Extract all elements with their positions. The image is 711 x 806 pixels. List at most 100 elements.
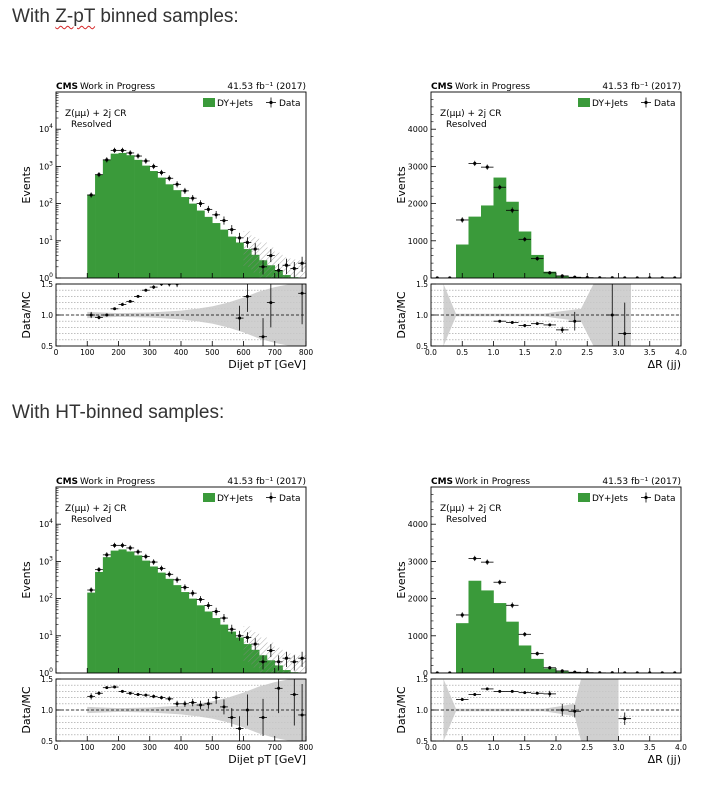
data-point xyxy=(518,237,531,242)
main-panel-plot-area xyxy=(431,555,681,673)
ratio-y-tick-label: 1.0 xyxy=(416,311,428,320)
x-tick-label: 600 xyxy=(236,348,251,357)
cms-label: CMS xyxy=(56,82,78,92)
y-tick-label: 104 xyxy=(39,518,53,529)
region-label: Z(μμ) + 2j CR xyxy=(440,504,502,514)
mc-bar xyxy=(173,190,182,278)
main-panel-plot-area xyxy=(87,147,306,278)
mc-bar xyxy=(87,194,96,278)
main-panel-plot-area xyxy=(431,160,681,278)
mc-bar xyxy=(157,572,166,673)
ratio-point xyxy=(126,691,135,695)
x-tick-label: 2.5 xyxy=(581,348,593,357)
ratio-point xyxy=(212,691,221,704)
data-point xyxy=(266,644,275,658)
data-point xyxy=(543,271,556,275)
mc-bar xyxy=(493,177,507,278)
data-point xyxy=(87,192,96,198)
ratio-point xyxy=(149,285,158,289)
data-point xyxy=(102,552,111,558)
mc-uncertainty-hatch xyxy=(243,626,252,662)
mc-bar xyxy=(118,549,127,673)
region-label: Z(μμ) + 2j CR xyxy=(440,109,502,119)
ratio-point xyxy=(126,299,135,303)
mc-bar xyxy=(468,580,482,673)
data-point xyxy=(212,607,221,616)
ratio-point xyxy=(493,319,506,323)
data-point xyxy=(481,164,494,170)
mc-bar xyxy=(204,611,213,673)
y-tick-base: 10 xyxy=(39,595,49,604)
x-tick-label: 600 xyxy=(236,743,251,752)
y-tick-base: 10 xyxy=(39,200,49,209)
mc-bar xyxy=(235,242,244,278)
data-point xyxy=(157,169,166,176)
data-point xyxy=(87,587,96,593)
y-tick-label: 4000 xyxy=(408,520,428,529)
ratio-point xyxy=(606,284,619,346)
mc-bar xyxy=(493,603,507,673)
luminosity-label: 41.53 fb⁻¹ (2017) xyxy=(227,477,306,487)
mc-bar xyxy=(456,623,469,673)
x-tick-label: 1.5 xyxy=(519,743,531,752)
mc-bar xyxy=(126,551,135,673)
mc-bar xyxy=(220,624,229,673)
ratio-y-axis-label: Data/MC xyxy=(395,291,408,338)
mc-bar xyxy=(227,631,236,673)
ratio-point xyxy=(165,696,174,702)
chart-ht-delta-r: CMS Work in Progress 41.53 fb⁻¹ (2017) 0 100… xyxy=(395,477,687,766)
data-point xyxy=(274,655,283,671)
ratio-point xyxy=(266,284,275,328)
ratio-y-axis-label: Data/MC xyxy=(20,686,33,733)
cms-label: CMS xyxy=(56,477,78,487)
chart-ht-dijet-pt: CMS Work in Progress 41.53 fb⁻¹ (2017)1001… xyxy=(20,477,313,766)
y-tick-label: 4000 xyxy=(408,125,428,134)
y-tick-exponent: 4 xyxy=(49,518,53,525)
data-point xyxy=(141,158,150,164)
x-axis-label: Dijet pT [GeV] xyxy=(228,753,306,766)
mc-uncertainty-hatch xyxy=(266,642,275,673)
mc-bar xyxy=(95,174,104,278)
work-in-progress-label: Work in Progress xyxy=(80,477,155,487)
data-point xyxy=(468,160,481,167)
ratio-point xyxy=(157,695,166,700)
ratio-point xyxy=(134,294,142,298)
ratio-point xyxy=(235,716,244,741)
ratio-y-tick-label: 1.5 xyxy=(416,675,428,684)
x-tick-label: 300 xyxy=(143,743,158,752)
y-tick-base: 10 xyxy=(39,669,49,678)
ratio-y-axis-label: Data/MC xyxy=(20,291,33,338)
x-tick-label: 0.5 xyxy=(456,348,468,357)
ratio-y-tick-label: 0.5 xyxy=(41,737,53,746)
data-point xyxy=(543,666,556,670)
ratio-point xyxy=(556,703,569,717)
ratio-y-tick-label: 1.0 xyxy=(41,706,53,715)
data-point xyxy=(165,175,174,182)
section-heading-ht: With HT-binned samples: xyxy=(12,402,224,424)
data-point xyxy=(149,163,158,170)
y-tick-label: 1000 xyxy=(408,237,428,246)
ratio-point xyxy=(181,700,189,707)
ratio-point xyxy=(274,679,283,714)
mc-bar xyxy=(518,645,532,673)
y-tick-label: 103 xyxy=(39,555,53,566)
y-tick-base: 10 xyxy=(39,125,49,134)
legend-data-label: Data xyxy=(654,99,676,109)
x-tick-label: 200 xyxy=(111,348,126,357)
mc-bar xyxy=(165,184,174,278)
y-tick-exponent: 3 xyxy=(49,555,53,562)
data-point xyxy=(556,669,569,673)
y-tick-label: 100 xyxy=(39,667,53,678)
work-in-progress-label: Work in Progress xyxy=(80,82,155,92)
legend-data-marker-dot xyxy=(269,100,273,105)
ratio-point xyxy=(468,693,481,696)
mc-bar xyxy=(506,621,519,673)
ratio-panel-plot-area xyxy=(431,284,681,346)
data-point xyxy=(118,542,127,548)
mc-bar xyxy=(235,637,244,673)
ratio-point xyxy=(290,679,299,726)
legend-data-marker-dot xyxy=(644,495,648,500)
x-tick-label: 2.0 xyxy=(550,743,562,752)
ratio-point xyxy=(118,302,127,306)
data-point xyxy=(235,630,244,641)
